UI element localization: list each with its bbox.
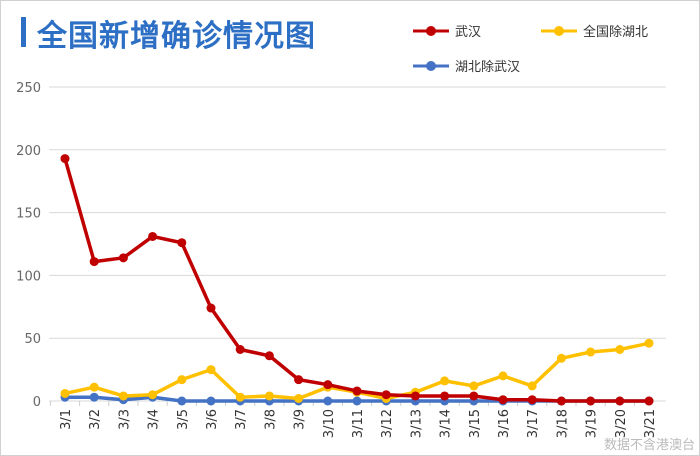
x-tick-label: 3/13 xyxy=(409,409,424,438)
x-tick-label: 3/15 xyxy=(468,409,483,438)
legend-label: 全国除湖北 xyxy=(583,25,649,40)
title-accent-bar xyxy=(21,17,26,47)
data-point xyxy=(469,381,479,391)
data-point xyxy=(352,386,362,396)
data-point xyxy=(644,338,654,348)
x-tick-label: 3/11 xyxy=(351,409,366,438)
data-point xyxy=(264,391,274,401)
data-point xyxy=(410,391,420,401)
x-tick-label: 3/10 xyxy=(322,409,337,438)
legend-marker-icon xyxy=(413,25,449,36)
chart-title: 全国新增确诊情况图 xyxy=(37,19,316,54)
data-point xyxy=(89,392,99,402)
data-point xyxy=(118,391,128,401)
y-tick-label: 150 xyxy=(16,207,41,222)
x-tick-label: 3/19 xyxy=(585,409,600,438)
x-tick-label: 3/16 xyxy=(497,409,512,438)
x-tick-label: 3/4 xyxy=(147,409,162,430)
x-tick-label: 3/5 xyxy=(176,409,191,430)
data-point xyxy=(323,380,333,390)
x-tick-label: 3/6 xyxy=(205,409,220,430)
x-tick-label: 3/9 xyxy=(293,409,308,430)
data-point xyxy=(527,395,537,405)
legend-label: 湖北除武汉 xyxy=(455,60,521,75)
data-point xyxy=(60,388,70,398)
data-point xyxy=(235,345,245,355)
data-point xyxy=(586,396,596,406)
series-line xyxy=(63,158,649,403)
y-tick-label: 100 xyxy=(16,269,41,284)
data-point xyxy=(177,238,187,248)
data-point xyxy=(440,376,450,386)
data-point xyxy=(148,390,158,400)
legend-marker-icon xyxy=(413,60,449,71)
y-tick-label: 50 xyxy=(24,332,41,347)
y-tick-label: 0 xyxy=(33,395,41,410)
legend-label: 武汉 xyxy=(455,25,482,40)
y-tick-label: 250 xyxy=(16,81,41,96)
data-point xyxy=(556,353,566,363)
data-point xyxy=(498,371,508,381)
x-tick-label: 3/14 xyxy=(439,409,454,438)
data-point xyxy=(60,154,70,164)
x-tick-label: 3/1 xyxy=(59,409,74,430)
data-point xyxy=(469,391,479,401)
data-point xyxy=(89,257,99,267)
data-point xyxy=(264,351,274,361)
x-tick-label: 3/3 xyxy=(117,409,132,430)
x-tick-label: 3/20 xyxy=(614,409,629,438)
x-tick-label: 3/18 xyxy=(555,409,570,438)
data-point xyxy=(556,396,566,406)
data-point xyxy=(498,395,508,405)
legend-marker-icon xyxy=(541,25,577,36)
data-point xyxy=(235,392,245,402)
data-point xyxy=(323,396,333,406)
data-point xyxy=(294,375,304,385)
data-point xyxy=(381,390,391,400)
legend-item-national-ex-hubei[interactable]: 全国除湖北 xyxy=(541,21,648,40)
data-point xyxy=(352,396,362,406)
x-tick-label: 3/17 xyxy=(526,409,541,438)
legend-item-hubei-ex-wuhan[interactable]: 湖北除武汉 xyxy=(413,56,520,75)
data-point xyxy=(615,345,625,355)
data-point xyxy=(206,303,216,313)
data-point xyxy=(586,347,596,357)
x-tick-label: 3/2 xyxy=(88,409,103,430)
x-tick-label: 3/21 xyxy=(643,409,658,438)
x-tick-label: 3/7 xyxy=(234,409,249,430)
data-point xyxy=(177,375,187,385)
data-point xyxy=(294,393,304,403)
legend-item-wuhan[interactable]: 武汉 xyxy=(413,21,481,40)
x-tick-label: 3/12 xyxy=(380,409,395,438)
data-point xyxy=(118,253,128,263)
data-point xyxy=(440,391,450,401)
watermark: 数据不含港澳台 xyxy=(603,438,695,453)
y-tick-label: 200 xyxy=(16,144,41,159)
x-tick-label: 3/8 xyxy=(263,409,278,430)
data-point xyxy=(527,381,537,391)
data-point xyxy=(148,231,158,241)
data-point xyxy=(644,396,654,406)
data-point xyxy=(206,396,216,406)
data-point xyxy=(206,365,216,375)
data-point xyxy=(615,396,625,406)
data-point xyxy=(89,382,99,392)
data-point xyxy=(177,396,187,406)
